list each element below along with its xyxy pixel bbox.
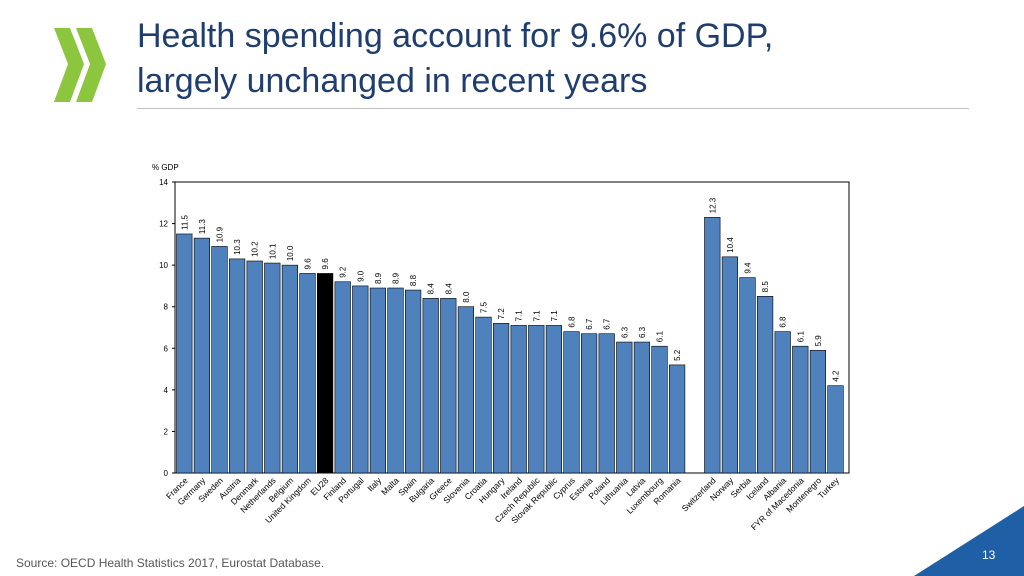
bar-luxembourg <box>651 345 668 474</box>
bar-estonia <box>580 333 598 474</box>
bar-latvia <box>633 341 651 474</box>
data-label: 6.1 <box>656 331 665 343</box>
data-label: 8.9 <box>374 272 383 284</box>
bar-malta <box>387 287 404 474</box>
data-label: 7.1 <box>532 310 541 322</box>
data-label: 9.4 <box>744 262 753 274</box>
bar-slovenia <box>457 306 475 474</box>
bar-austria <box>229 258 246 474</box>
data-label: 9.2 <box>339 266 348 278</box>
bar-albania <box>774 331 791 474</box>
y-tick-label: 10 <box>159 261 168 270</box>
y-tick-label: 4 <box>164 386 169 395</box>
data-label: 8.4 <box>427 283 436 295</box>
data-label: 6.7 <box>603 318 612 330</box>
data-label: 11.5 <box>180 214 189 230</box>
y-tick-label: 0 <box>164 469 169 478</box>
y-tick-label: 6 <box>164 344 169 353</box>
oecd-logo-icon <box>54 28 106 102</box>
logo-chevron-right <box>76 28 106 102</box>
y-axis-label: % GDP <box>152 163 179 172</box>
bar-poland <box>598 333 615 474</box>
data-label: 9.6 <box>304 258 313 270</box>
bar-cyprus <box>563 331 580 474</box>
logo-chevron-left <box>54 28 84 102</box>
bar-serbia <box>739 277 756 474</box>
bar-lithuania <box>616 341 633 474</box>
data-label: 8.9 <box>392 272 401 284</box>
data-label: 10.9 <box>216 226 225 242</box>
data-label: 4.2 <box>832 370 841 382</box>
bar-bulgaria <box>422 298 439 474</box>
data-label: 5.9 <box>814 335 823 347</box>
bar-germany <box>193 237 210 474</box>
data-label: 10.4 <box>726 237 735 253</box>
corner-triangle <box>914 506 1024 576</box>
bar-greece <box>440 298 457 474</box>
title-divider <box>137 108 969 109</box>
y-tick-label: 12 <box>159 220 168 229</box>
data-label: 9.0 <box>356 270 365 282</box>
data-label: 9.6 <box>321 258 330 270</box>
bar-switzerland <box>704 217 721 474</box>
bar-united-kingdom <box>299 273 316 474</box>
data-label: 6.7 <box>585 318 594 330</box>
data-label: 7.5 <box>480 301 489 313</box>
data-label: 8.0 <box>462 291 471 303</box>
bar-spain <box>404 289 422 474</box>
bar-norway <box>721 256 738 474</box>
bar-belgium <box>281 264 299 474</box>
y-tick-label: 8 <box>164 303 169 312</box>
bar-slovak-republic <box>545 325 563 474</box>
bar-fyr-of-macedonia <box>792 345 809 474</box>
title-line-1: Health spending account for 9.6% of GDP, <box>137 17 774 55</box>
bar-romania <box>668 364 686 474</box>
data-label: 6.8 <box>568 316 577 328</box>
y-tick-label: 14 <box>159 178 168 187</box>
page-number: 13 <box>982 548 996 562</box>
bar-ireland <box>510 325 527 474</box>
data-label: 7.1 <box>550 310 559 322</box>
data-label: 10.3 <box>233 239 242 255</box>
bar-sweden <box>211 246 228 474</box>
data-label: 8.8 <box>409 274 418 286</box>
corner-decoration <box>914 506 1024 576</box>
data-label: 7.1 <box>515 310 524 322</box>
data-label: 10.2 <box>251 241 260 257</box>
bar-hungary <box>492 323 510 474</box>
bar-netherlands <box>264 262 281 474</box>
data-label: 6.3 <box>620 326 629 338</box>
slide-title: Health spending account for 9.6% of GDP,… <box>137 14 997 104</box>
data-label: 12.3 <box>708 197 717 213</box>
data-label: 6.3 <box>638 326 647 338</box>
bar-finland <box>334 281 351 474</box>
source-note: Source: OECD Health Statistics 2017, Eur… <box>16 556 325 570</box>
data-label: 10.1 <box>268 243 277 259</box>
data-label: 5.2 <box>673 349 682 361</box>
bar-portugal <box>352 285 369 474</box>
bar-iceland <box>756 296 774 474</box>
data-label: 7.2 <box>497 308 506 320</box>
bar-montenegro <box>809 350 826 474</box>
bar-eu28 <box>317 273 334 474</box>
bar-italy <box>369 287 387 474</box>
bar-france <box>176 233 193 474</box>
data-label: 8.4 <box>444 283 453 295</box>
y-tick-label: 2 <box>164 427 169 436</box>
data-label: 6.8 <box>779 316 788 328</box>
data-label: 8.5 <box>761 281 770 293</box>
bar-croatia <box>475 316 492 474</box>
bar-turkey <box>827 385 844 474</box>
data-label: 6.1 <box>796 331 805 343</box>
bar-denmark <box>246 260 263 474</box>
data-label: 11.3 <box>198 219 207 235</box>
bar-czech-republic <box>528 325 545 474</box>
data-label: 10.0 <box>286 245 295 261</box>
title-line-2: largely unchanged in recent years <box>137 62 648 100</box>
